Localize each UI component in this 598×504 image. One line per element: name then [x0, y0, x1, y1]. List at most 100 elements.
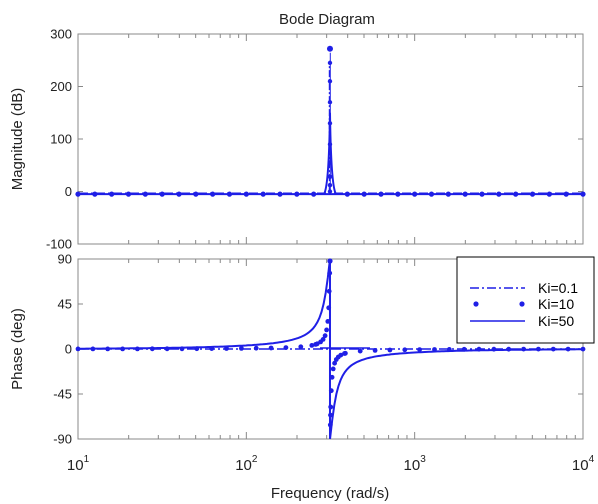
magnitude-y-tick-label: 100 — [50, 132, 72, 147]
legend-box — [456, 256, 595, 344]
series-ki10-phase-point — [372, 348, 378, 353]
legend-label: Ki=0.1 — [538, 280, 578, 296]
series-ki10-phase-point — [521, 346, 526, 352]
series-ki10-magnitude-point — [327, 60, 333, 66]
x-tick-labels: 101 102 103 104 — [67, 454, 595, 474]
series-ki10-magnitude-point — [159, 191, 165, 197]
series-ki10-magnitude-point — [193, 191, 199, 197]
series-ki10-phase-point — [75, 346, 81, 352]
series-ki10-phase-point — [476, 346, 482, 352]
series-ki10-phase-point — [329, 374, 335, 380]
series-ki10-phase-point — [432, 347, 437, 352]
series-ki10-phase-point — [325, 319, 331, 324]
series-ki10-phase-point — [402, 347, 408, 353]
series-ki10-magnitude-point — [428, 191, 435, 197]
series-ki10-magnitude-point — [513, 191, 519, 197]
phase-y-tick-label: 0 — [65, 342, 72, 357]
series-ki10-magnitude-point — [563, 191, 569, 197]
legend-label: Ki=50 — [538, 313, 574, 329]
series-ki10-magnitude-point — [327, 100, 333, 105]
series-ki10-magnitude-point — [344, 191, 350, 197]
series-ki10-magnitude-point — [529, 191, 536, 197]
series-ki10-phase-point — [326, 305, 332, 311]
series-ki10-phase-point — [327, 258, 333, 264]
series-ki10-phase-point — [224, 346, 229, 351]
phase-y-tick-label: -45 — [53, 387, 72, 402]
series-ki10-magnitude-point — [294, 191, 300, 197]
phase-y-axis-label: Phase (deg) — [9, 308, 26, 390]
series-ki10-phase-point — [342, 351, 347, 356]
phase-y-tick-label: 45 — [58, 297, 72, 312]
series-ki10-magnitude-point — [327, 189, 333, 194]
series-ki10-phase-point — [461, 346, 467, 352]
series-ki10-magnitude-point — [311, 191, 317, 197]
series-ki10-magnitude-point — [327, 183, 333, 188]
series-ki10-phase-point — [338, 352, 344, 358]
series-ki10-phase-point — [324, 327, 329, 333]
magnitude-y-tick-label: 300 — [50, 27, 72, 42]
magnitude-y-tick-label: 200 — [50, 79, 72, 94]
series-ki10-phase-point — [536, 346, 541, 352]
phase-y-tick-label: 90 — [58, 252, 72, 267]
series-ki10-magnitude-point — [327, 174, 333, 179]
series-ki10-magnitude-point — [445, 191, 451, 197]
series-ki10-magnitude-point — [546, 191, 552, 197]
magnitude-x-ticks — [77, 34, 576, 244]
series-ki10-magnitude-point — [327, 121, 333, 126]
series-ki10-phase-point — [149, 346, 155, 352]
x-tick-label: 102 — [235, 454, 258, 474]
series-ki10-phase-point — [446, 347, 452, 352]
series-ki10-magnitude-point — [327, 142, 333, 147]
series-ki10-magnitude-point — [479, 191, 485, 197]
series-ki10-magnitude-point — [580, 191, 586, 197]
series-ki10-phase-point — [90, 346, 96, 352]
series-ki10-magnitude-point — [361, 191, 367, 197]
series-ki10-phase-point — [320, 337, 326, 342]
series-ki10-phase-point — [283, 345, 289, 350]
series-ki10-phase-point — [327, 422, 333, 428]
series-ki10-magnitude-point — [412, 191, 418, 197]
series-ki10-magnitude-point — [462, 191, 468, 197]
series-ki10-magnitude-point — [226, 191, 233, 197]
x-tick-label: 104 — [572, 454, 595, 474]
series-ki10-phase-point — [135, 346, 140, 352]
series-ki10-phase-point — [332, 360, 337, 366]
phase-y-ticks: -90 -45 0 45 90 — [53, 252, 583, 447]
series-ki10-phase-point — [298, 344, 304, 350]
x-tick-label: 101 — [67, 454, 90, 474]
series-ki10-phase-point — [239, 346, 244, 351]
series-ki10-phase-point — [506, 346, 512, 352]
series-ki10-phase-point — [330, 366, 336, 372]
phase-series — [75, 258, 586, 440]
series-ki10-phase-point — [327, 270, 333, 276]
legend-ki10-swatch — [473, 301, 479, 307]
series-ki10-phase-point — [550, 346, 556, 352]
series-ki10-magnitude-point — [109, 191, 115, 197]
series-ki10-magnitude-point — [176, 191, 182, 197]
x-axis-label: Frequency (rad/s) — [271, 485, 389, 502]
series-ki10-magnitude-point — [326, 45, 333, 52]
series-ki10-magnitude-point — [395, 191, 401, 197]
series-ki10-magnitude-point — [327, 160, 333, 165]
series-ki10-phase-point — [417, 347, 422, 352]
series-ki10-phase-point — [164, 346, 170, 352]
series-ki10-phase-point — [253, 345, 259, 351]
magnitude-y-tick-label: -100 — [46, 237, 72, 252]
series-ki10-magnitude-point — [327, 79, 333, 84]
series-ki10-phase-point — [328, 412, 333, 418]
series-ki10-phase-point — [268, 345, 274, 351]
series-ki10-magnitude-point — [125, 191, 132, 197]
magnitude-y-axis-label: Magnitude (dB) — [9, 88, 26, 191]
chart-title: Bode Diagram — [279, 11, 375, 28]
series-ki10-magnitude-point — [277, 191, 283, 197]
series-ki10-phase-point — [357, 348, 363, 354]
legend-label: Ki=10 — [538, 296, 574, 312]
series-ki10-magnitude-point — [378, 191, 384, 197]
series-ki10-phase-point — [209, 346, 215, 351]
series-ki10-phase-point — [120, 346, 125, 352]
x-tick-label: 103 — [404, 454, 427, 474]
series-ki10-magnitude-point — [92, 191, 98, 197]
series-ki10-phase-point — [179, 346, 185, 352]
